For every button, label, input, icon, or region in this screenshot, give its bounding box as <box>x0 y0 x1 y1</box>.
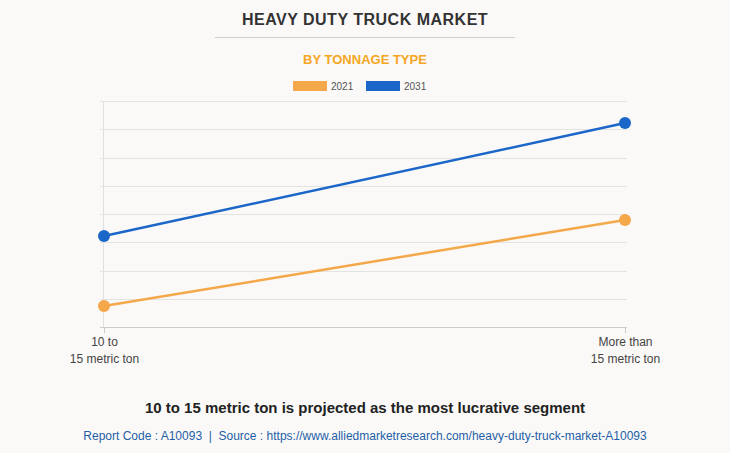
title: HEAVY DUTY TRUCK MARKET <box>242 11 488 28</box>
series-marker <box>98 300 110 312</box>
grid-line <box>100 186 627 187</box>
grid <box>100 102 627 328</box>
title-rule <box>215 37 515 38</box>
series-marker <box>619 117 631 129</box>
grid-line <box>100 271 627 272</box>
x-axis <box>100 327 627 328</box>
series-line <box>104 220 625 306</box>
legend-label: 2031 <box>404 81 427 92</box>
x-tick <box>104 327 105 333</box>
grid-line <box>100 129 627 130</box>
background <box>0 0 730 453</box>
subtitle: BY TONNAGE TYPE <box>303 52 427 67</box>
x-tick-label-line: More than <box>598 335 652 349</box>
legend: 2021 2031 <box>293 81 427 92</box>
legend-label: 2021 <box>331 81 354 92</box>
x-tick-label: More than 15 metric ton <box>591 335 660 366</box>
source: Report Code : A10093 | Source : https://… <box>83 429 647 443</box>
series-marker <box>619 214 631 226</box>
grid-line <box>100 101 627 102</box>
x-tick-label: 10 to 15 metric ton <box>70 335 139 366</box>
grid-line <box>100 242 627 243</box>
y-axis <box>103 101 104 327</box>
data-group <box>98 117 631 312</box>
grid-line <box>100 214 627 215</box>
grid-line <box>100 299 627 300</box>
series-marker <box>98 230 110 242</box>
annotation: 10 to 15 metric ton is projected as the … <box>145 399 585 416</box>
series-line <box>104 123 625 236</box>
x-tick <box>625 327 626 333</box>
legend-swatch <box>293 81 327 91</box>
x-tick-label-line: 15 metric ton <box>591 352 660 366</box>
x-tick-label-line: 10 to <box>91 335 118 349</box>
legend-swatch <box>366 81 400 91</box>
grid-line <box>100 327 627 328</box>
chart: HEAVY DUTY TRUCK MARKET BY TONNAGE TYPE 20… <box>0 0 730 453</box>
grid-line <box>100 158 627 159</box>
x-tick-label-line: 15 metric ton <box>70 352 139 366</box>
